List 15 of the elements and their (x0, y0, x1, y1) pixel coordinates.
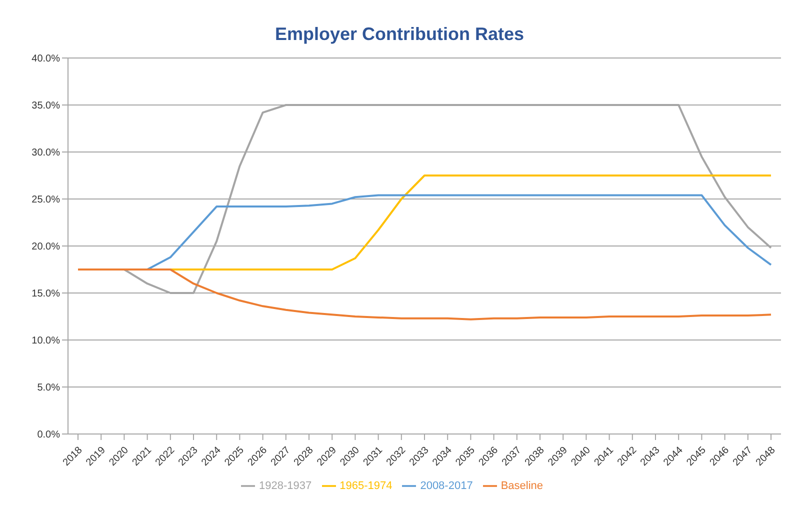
y-tick-label: 5.0% (37, 382, 60, 394)
y-tick-label: 35.0% (32, 100, 60, 112)
legend-label: 1928-1937 (258, 480, 312, 492)
y-tick-label: 20.0% (32, 242, 60, 253)
y-tick-label: 40.0% (32, 54, 60, 65)
line-series (77, 268, 772, 320)
y-tick-label: 10.0% (32, 336, 60, 347)
y-tick-label: 0.0% (37, 430, 60, 441)
y-tick-label: 30.0% (32, 148, 60, 159)
y-tick-label: 15.0% (32, 288, 60, 300)
legend-label: 1965-1974 (340, 480, 392, 492)
legend-label: 2008-2017 (420, 480, 473, 492)
chart-title: Employer Contribution Rates (274, 23, 526, 46)
legend-label: Baseline (500, 480, 544, 492)
y-tick-label: 25.0% (32, 194, 60, 206)
